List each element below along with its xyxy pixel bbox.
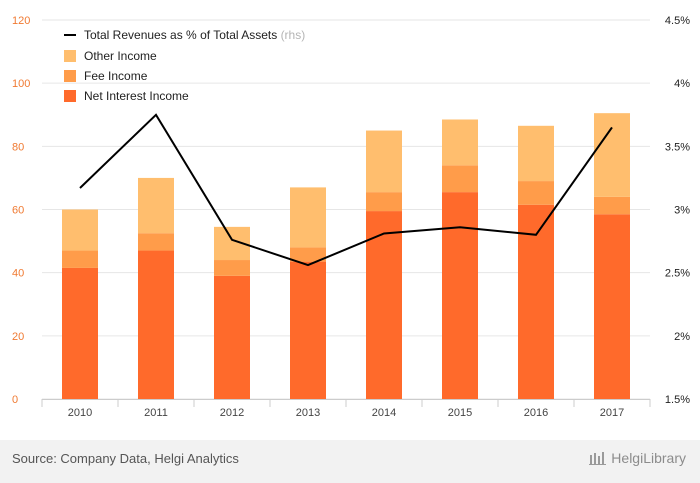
bar-fee-income-2011 xyxy=(138,233,174,251)
x-tick-label: 2012 xyxy=(220,407,244,419)
bar-net-interest-income-2016 xyxy=(518,204,554,399)
bar-net-interest-income-2017 xyxy=(594,214,630,399)
brand-name: HelgiLibrary xyxy=(611,450,686,466)
left-tick-label: 100 xyxy=(12,78,30,90)
x-tick-label: 2010 xyxy=(68,407,92,419)
left-tick-label: 40 xyxy=(12,268,24,280)
x-tick-label: 2013 xyxy=(296,407,320,419)
library-icon xyxy=(589,452,607,465)
bar-other-income-2016 xyxy=(518,125,554,182)
axes: 0 20 40 60 80 100 120 1.5% 2% 2.5% 3% 3.5% 4% 4.5% 201… xyxy=(12,15,690,419)
bar-fee-income-2010 xyxy=(62,250,98,268)
legend: Total Revenues as % of Total Assets (rhs… xyxy=(64,28,305,103)
bar-net-interest-income-2013 xyxy=(290,261,326,399)
right-tick-label: 2% xyxy=(674,331,690,343)
x-tick-label: 2011 xyxy=(144,407,168,419)
left-tick-label: 80 xyxy=(12,141,24,153)
bar-fee-income-2013 xyxy=(290,247,326,262)
bar-net-interest-income-2015 xyxy=(442,192,478,399)
left-tick-label: 120 xyxy=(12,15,30,27)
legend-label-total-revenues: Total Revenues as % of Total Assets (rhs… xyxy=(84,28,305,42)
left-tick-label: 0 xyxy=(12,394,18,406)
bar-fee-income-2017 xyxy=(594,196,630,215)
legend-item-total-revenues: Total Revenues as % of Total Assets (rhs… xyxy=(64,28,305,42)
brand-logo: HelgiLibrary xyxy=(589,450,686,466)
bar-fee-income-2016 xyxy=(518,181,554,205)
bars xyxy=(62,113,630,399)
left-tick-label: 60 xyxy=(12,205,24,217)
legend-item-other-income: Other Income xyxy=(64,49,157,63)
legend-item-net-interest-income: Net Interest Income xyxy=(64,89,189,103)
legend-item-fee-income: Fee Income xyxy=(64,69,148,83)
legend-label: Fee Income xyxy=(84,69,148,83)
right-tick-label: 1.5% xyxy=(665,394,690,406)
legend-swatch xyxy=(64,70,76,82)
bar-other-income-2017 xyxy=(594,113,630,197)
x-tick-label: 2014 xyxy=(372,407,396,419)
bar-fee-income-2012 xyxy=(214,260,250,276)
bar-other-income-2014 xyxy=(366,130,402,193)
right-tick-label: 3% xyxy=(674,205,690,217)
bar-net-interest-income-2012 xyxy=(214,275,250,399)
x-tick-label: 2016 xyxy=(524,407,548,419)
bar-fee-income-2015 xyxy=(442,165,478,193)
bar-fee-income-2014 xyxy=(366,192,402,212)
chart: 0 20 40 60 80 100 120 1.5% 2% 2.5% 3% 3.5% 4% 4.5% 201… xyxy=(12,15,690,419)
right-tick-label: 4.5% xyxy=(665,15,690,27)
right-tick-label: 4% xyxy=(674,78,690,90)
bar-other-income-2010 xyxy=(62,209,98,251)
legend-label: Other Income xyxy=(84,49,157,63)
bar-net-interest-income-2014 xyxy=(366,211,402,399)
left-tick-label: 20 xyxy=(12,331,24,343)
bar-other-income-2011 xyxy=(138,177,174,234)
x-tick-label: 2017 xyxy=(600,407,624,419)
source-note: Source: Company Data, Helgi Analytics xyxy=(12,451,239,466)
legend-label: Net Interest Income xyxy=(84,89,189,103)
legend-swatch xyxy=(64,90,76,102)
right-tick-label: 3.5% xyxy=(665,141,690,153)
footer: Source: Company Data, Helgi Analytics He… xyxy=(0,440,700,483)
x-tick-label: 2015 xyxy=(448,407,472,419)
legend-rhs-note: (rhs) xyxy=(281,28,306,42)
bar-other-income-2013 xyxy=(290,187,326,248)
right-tick-label: 2.5% xyxy=(665,268,690,280)
bar-net-interest-income-2011 xyxy=(138,250,174,399)
bar-other-income-2015 xyxy=(442,119,478,166)
bar-net-interest-income-2010 xyxy=(62,267,98,399)
revenue-line xyxy=(79,113,613,267)
line-total-revenues xyxy=(79,113,613,267)
legend-swatch xyxy=(64,50,76,62)
